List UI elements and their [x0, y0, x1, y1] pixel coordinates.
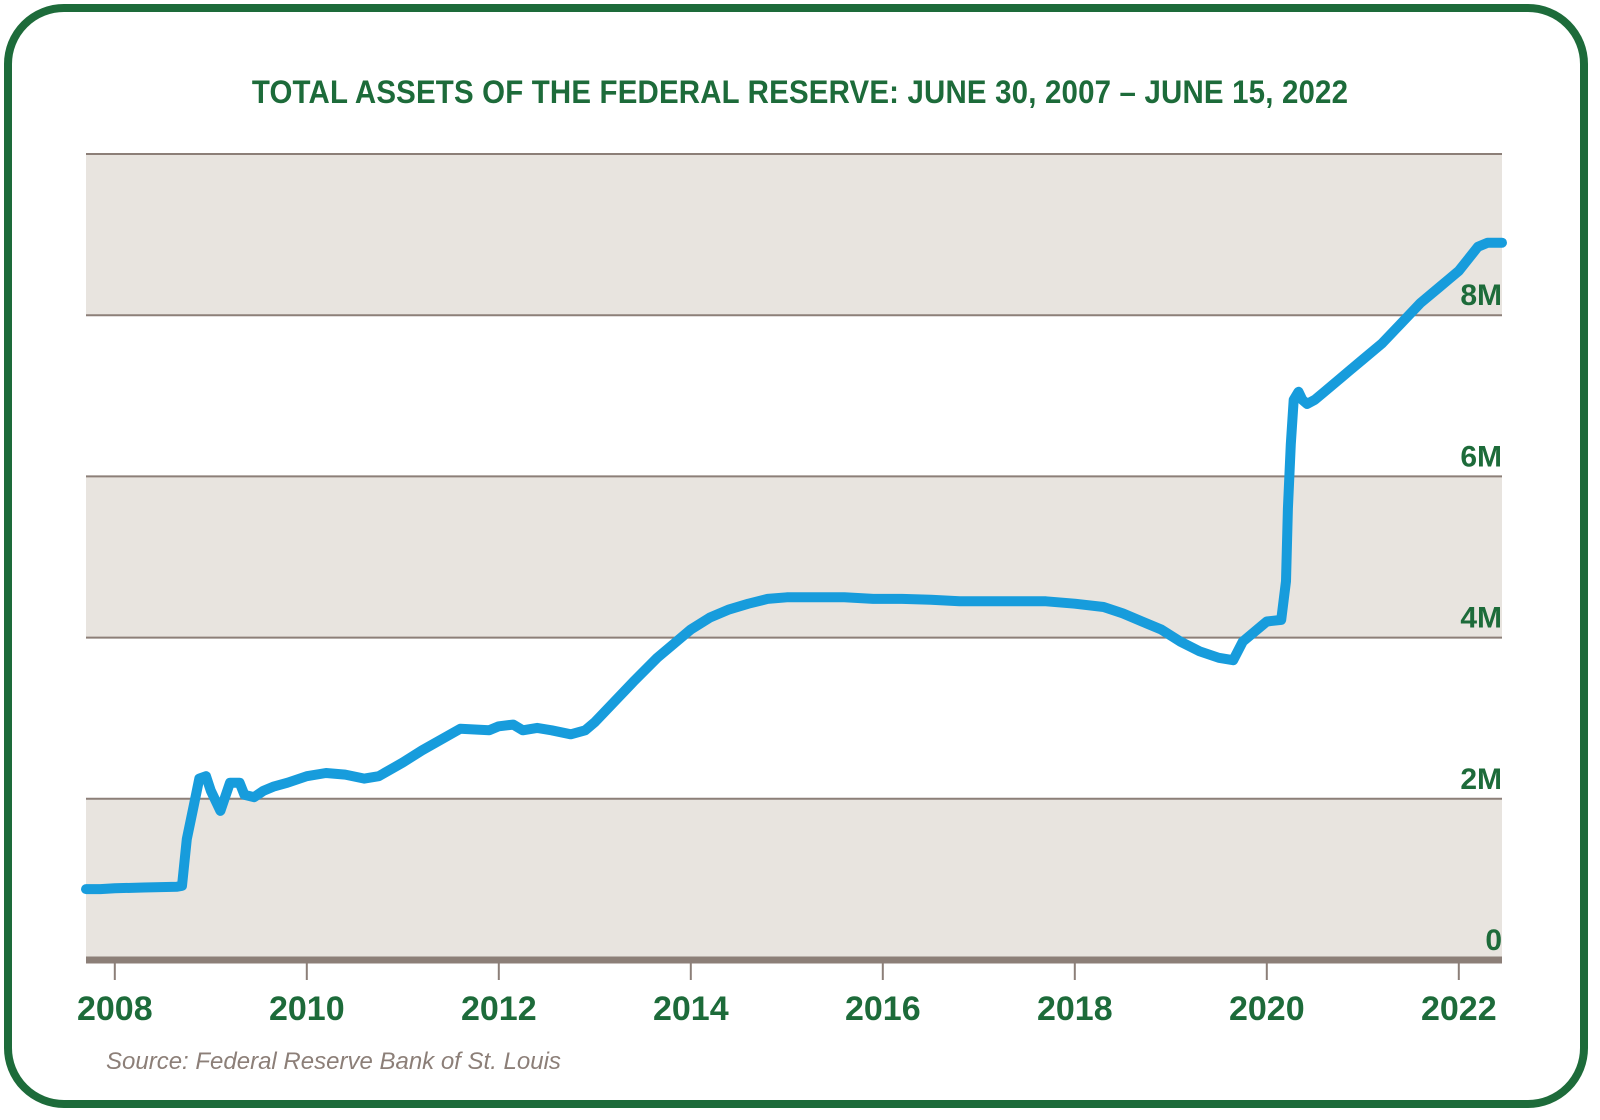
band-6 [86, 315, 1502, 477]
y-tick-label-0: 0 [1485, 924, 1502, 957]
band-4 [86, 476, 1502, 638]
x-tick-label-5: 2018 [1037, 990, 1113, 1028]
y-tick-label-2: 4M [1460, 602, 1502, 635]
x-tick-label-3: 2014 [653, 990, 729, 1028]
source-note: Source: Federal Reserve Bank of St. Loui… [106, 1048, 561, 1075]
chart-title: TOTAL ASSETS OF THE FEDERAL RESERVE: JUN… [251, 74, 1349, 110]
x-tick-label-1: 2010 [269, 990, 345, 1028]
series-layer [81, 237, 1507, 895]
x-tick-label-2: 2012 [461, 990, 537, 1028]
series-line-0 [81, 237, 1507, 895]
band-8 [86, 154, 1502, 316]
y-axis: 0 2M 4M 6M 8M [1460, 279, 1502, 957]
band-0 [86, 798, 1502, 960]
y-tick-label-4: 8M [1460, 279, 1502, 312]
x-tick-label-0: 2008 [77, 990, 153, 1028]
x-axis: 2008 2010 2012 2014 2016 2018 2020 2022 [77, 960, 1497, 1028]
y-tick-label-3: 6M [1460, 440, 1502, 473]
x-tick-label-6: 2020 [1229, 990, 1305, 1028]
x-tick-label-4: 2016 [845, 990, 921, 1028]
x-tick-label-7: 2022 [1421, 990, 1497, 1028]
y-tick-label-1: 2M [1460, 763, 1502, 796]
